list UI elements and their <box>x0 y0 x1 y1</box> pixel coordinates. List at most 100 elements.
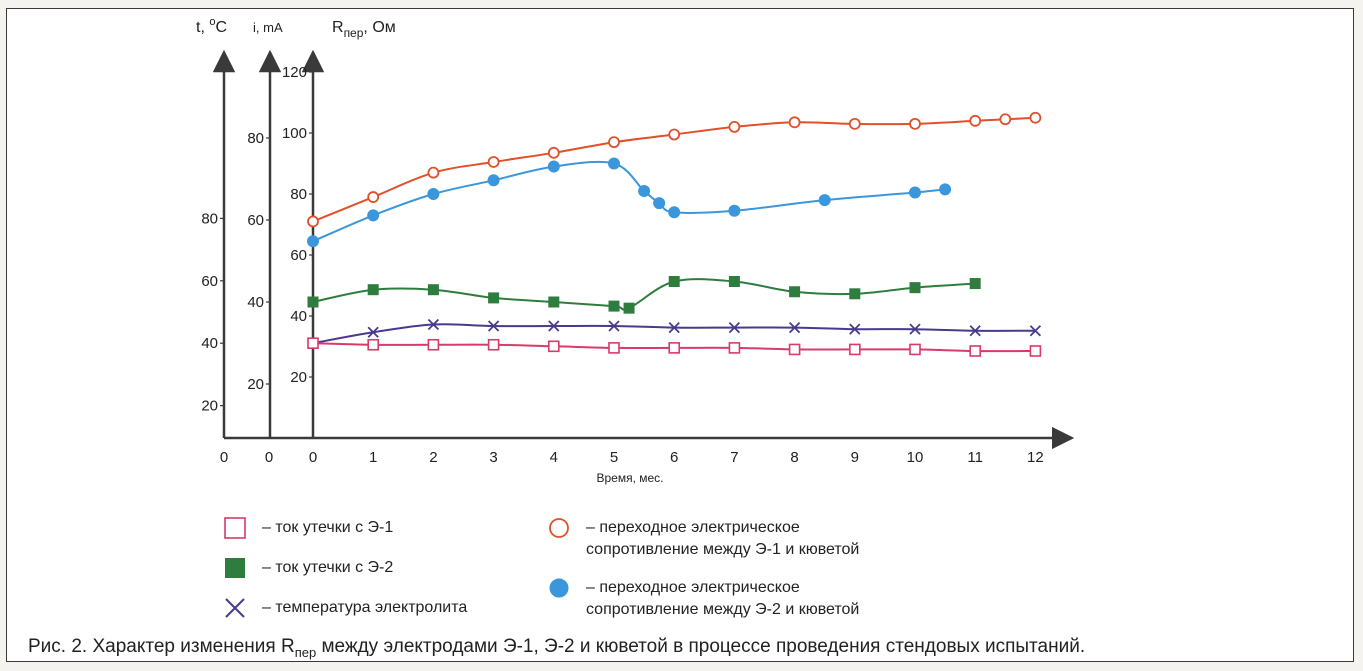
data-point <box>367 191 380 203</box>
data-point <box>728 204 741 217</box>
data-point <box>788 321 801 334</box>
legend-marker <box>549 578 569 598</box>
data-point <box>427 318 440 331</box>
legend-label-line: – переходное электрическое <box>586 519 800 536</box>
data-point <box>367 284 379 296</box>
legend-item: – переходное электрическое сопротивление … <box>546 577 859 621</box>
current-tick-label: 40 <box>247 294 264 311</box>
legend-item: – температура электролита <box>222 597 467 619</box>
data-point <box>728 121 741 133</box>
data-point <box>1029 345 1042 357</box>
legend-label: – ток утечки с Э-2 <box>262 557 393 579</box>
data-point <box>668 342 681 354</box>
x-tick-label: 12 <box>1027 449 1044 466</box>
resistance-tick-label: 80 <box>290 186 307 203</box>
x-tick-label: 9 <box>851 449 859 466</box>
legend-label-line: – ток утечки с Э-2 <box>262 559 394 576</box>
data-point <box>547 340 560 353</box>
data-point <box>488 292 500 304</box>
x-tick-label: 2 <box>429 449 437 466</box>
legend-item: – ток утечки с Э-1 <box>222 517 393 539</box>
data-point <box>909 282 921 294</box>
data-point <box>788 343 801 356</box>
data-point <box>427 284 439 296</box>
legend-label-line: – ток утечки с Э-1 <box>262 519 394 536</box>
legend-marker-shape <box>549 578 569 598</box>
data-point <box>427 188 440 200</box>
data-point <box>728 342 741 354</box>
legend-marker <box>549 518 569 538</box>
x-tick-label: 8 <box>790 449 798 466</box>
data-point <box>668 276 680 287</box>
figure-caption: Рис. 2. Характер изменения Rпер между эл… <box>28 636 1085 660</box>
data-point <box>367 209 380 222</box>
legend-marker <box>225 598 245 618</box>
legend-label-line: сопротивление между Э-2 и кюветой <box>586 601 860 618</box>
data-point <box>548 296 560 308</box>
current-axis-title: i, mA <box>253 20 283 35</box>
data-point <box>668 128 681 141</box>
series-0 <box>307 111 1042 228</box>
series-1 <box>307 157 952 248</box>
caption-text-end: между электродами Э-1, Э-2 и кюветой в п… <box>316 636 1086 657</box>
series-3 <box>307 318 1042 349</box>
legend-label-line: – температура электролита <box>262 599 468 616</box>
data-point <box>608 342 620 354</box>
data-point <box>547 146 560 159</box>
data-point <box>818 194 831 207</box>
data-point <box>909 343 921 356</box>
data-point <box>849 323 861 335</box>
legend-label: – переходное электрическое сопротивление … <box>586 517 859 561</box>
data-point <box>969 114 982 127</box>
x-axis-title: Время, мес. <box>596 471 663 485</box>
legend-item: – переходное электрическое сопротивление … <box>546 517 859 561</box>
legend-marker-shape <box>225 558 245 578</box>
data-point <box>1029 111 1042 124</box>
current-tick-label: 80 <box>247 130 264 147</box>
x-tick-label: 1 <box>369 449 377 466</box>
data-point <box>939 183 952 196</box>
data-point <box>307 337 319 350</box>
data-point <box>638 184 651 197</box>
data-point <box>548 320 560 332</box>
data-point <box>999 113 1012 126</box>
resistance-axis-title: Rпер, Ом <box>332 19 396 40</box>
data-point <box>367 326 379 338</box>
series-4 <box>307 337 1042 357</box>
legend-label: – переходное электрическое сопротивление … <box>586 577 859 621</box>
data-point <box>427 338 440 351</box>
data-point <box>1029 325 1042 337</box>
resistance-tick-label: 100 <box>282 125 307 142</box>
legend-marker-shape <box>549 518 569 538</box>
data-point <box>608 157 620 170</box>
data-point <box>728 276 740 287</box>
data-point <box>849 288 861 300</box>
data-point <box>668 321 680 334</box>
resistance-tick-label: 120 <box>282 64 307 81</box>
resistance-tick-label: 60 <box>290 247 307 264</box>
legend-label: – температура электролита <box>262 597 467 619</box>
data-point <box>307 296 319 308</box>
data-point <box>969 345 982 357</box>
data-point <box>547 160 560 173</box>
data-point <box>608 320 620 332</box>
data-point <box>608 136 620 149</box>
resistance-zero-label: 0 <box>309 449 317 466</box>
legend-marker-shape <box>224 517 246 539</box>
data-point <box>487 156 500 168</box>
x-tick-label: 5 <box>610 449 618 466</box>
temperature-tick-label: 80 <box>201 210 218 227</box>
x-tick-label: 4 <box>550 449 558 466</box>
x-tick-label: 7 <box>730 449 738 466</box>
data-point <box>969 325 981 337</box>
data-point <box>728 321 741 334</box>
resistance-tick-label: 20 <box>290 369 307 386</box>
legend-label-line: сопротивление между Э-1 и кюветой <box>586 541 860 558</box>
data-point <box>623 302 635 314</box>
data-point <box>788 116 801 129</box>
figure-frame <box>6 8 1354 662</box>
data-point <box>909 117 921 130</box>
legend-label: – ток утечки с Э-1 <box>262 517 393 539</box>
data-point <box>307 235 319 248</box>
data-point <box>848 343 861 356</box>
